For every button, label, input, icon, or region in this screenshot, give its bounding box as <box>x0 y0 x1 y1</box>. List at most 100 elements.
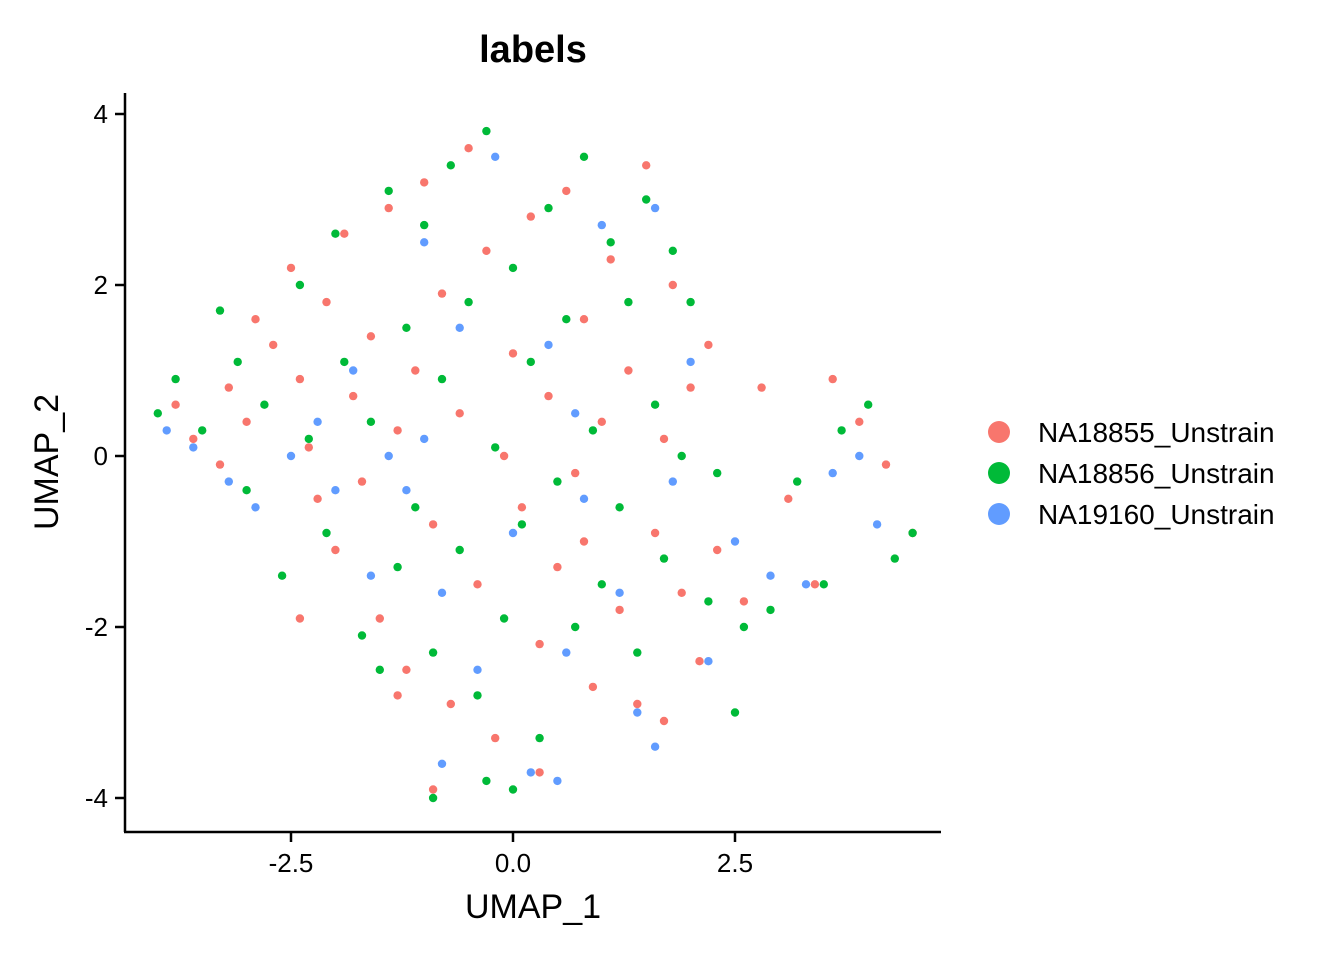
point-series-2 <box>908 528 917 538</box>
point-series-2 <box>446 161 455 170</box>
x-ticks: -2.5 0.0 2.5 <box>269 832 753 878</box>
point-series-2 <box>864 400 873 409</box>
point-series-3 <box>704 657 713 666</box>
point-series-3 <box>384 451 393 461</box>
point-series-1 <box>855 417 864 426</box>
point-series-1 <box>508 349 518 358</box>
point-series-2 <box>562 315 571 324</box>
point-series-1 <box>340 229 349 238</box>
point-series-2 <box>713 468 722 478</box>
x-axis-label: UMAP_1 <box>465 888 601 926</box>
point-series-1 <box>659 434 669 444</box>
point-series-3 <box>686 357 695 367</box>
point-series-1 <box>269 340 278 350</box>
point-series-3 <box>766 571 775 580</box>
point-series-3 <box>872 520 882 529</box>
point-series-2 <box>242 486 251 495</box>
point-series-3 <box>526 768 535 777</box>
legend-label: NA18856_Unstrain <box>1038 458 1275 489</box>
point-series-1 <box>535 768 544 777</box>
point-series-1 <box>606 255 615 264</box>
point-series-2 <box>704 597 713 606</box>
point-series-1 <box>704 340 713 350</box>
point-series-1 <box>411 366 420 375</box>
point-series-1 <box>224 383 233 392</box>
y-tick-label: 2 <box>94 270 108 300</box>
point-series-2 <box>402 323 411 332</box>
point-series-1 <box>579 537 589 546</box>
legend-label: NA19160_Unstrain <box>1038 499 1275 530</box>
y-tick-label: 0 <box>94 441 108 471</box>
point-series-1 <box>171 400 180 409</box>
point-series-1 <box>357 477 367 486</box>
point-series-2 <box>642 195 651 204</box>
point-series-1 <box>713 545 722 555</box>
point-series-3 <box>597 220 606 230</box>
point-series-1 <box>526 212 535 221</box>
point-series-3 <box>553 776 562 786</box>
point-series-3 <box>562 648 571 657</box>
y-tick-label: 4 <box>94 99 108 129</box>
point-series-2 <box>606 238 615 247</box>
point-series-1 <box>428 785 438 794</box>
point-series-1 <box>739 597 749 606</box>
point-series-2 <box>437 374 447 384</box>
point-series-2 <box>384 186 393 196</box>
x-tick-label: -2.5 <box>269 848 314 878</box>
point-series-2 <box>260 400 269 409</box>
point-series-2 <box>766 605 775 615</box>
point-series-1 <box>402 665 411 674</box>
point-series-3 <box>579 494 589 503</box>
point-series-1 <box>215 460 225 469</box>
point-series-2 <box>517 520 527 529</box>
point-series-2 <box>508 263 518 273</box>
point-series-3 <box>420 238 429 247</box>
point-series-1 <box>757 383 766 392</box>
point-series-1 <box>189 434 198 444</box>
point-series-1 <box>464 144 473 153</box>
point-series-1 <box>446 699 455 709</box>
y-ticks: 4 2 0 -2 -4 <box>85 99 125 813</box>
point-series-1 <box>499 451 509 461</box>
point-series-3 <box>189 443 198 452</box>
point-series-2 <box>375 665 384 674</box>
point-series-3 <box>224 477 233 486</box>
point-series-3 <box>366 571 376 580</box>
point-series-1 <box>535 639 544 649</box>
point-series-2 <box>233 357 242 367</box>
point-series-3 <box>473 665 482 674</box>
point-series-1 <box>286 263 296 273</box>
y-axis-label: UMAP_2 <box>28 394 66 530</box>
legend-label: NA18855_Unstrain <box>1038 417 1275 448</box>
point-series-1 <box>420 178 429 187</box>
point-series-2 <box>535 733 544 743</box>
point-series-3 <box>571 409 580 418</box>
point-series-2 <box>420 220 429 230</box>
point-series-2 <box>730 708 740 717</box>
point-series-2 <box>366 417 376 426</box>
point-series-2 <box>428 648 438 657</box>
point-series-2 <box>482 776 491 786</box>
point-series-1 <box>304 443 313 452</box>
point-series-2 <box>526 357 535 367</box>
point-series-1 <box>668 280 677 290</box>
point-series-1 <box>251 315 260 324</box>
point-series-2 <box>215 306 225 315</box>
point-series-3 <box>544 340 553 350</box>
point-series-2 <box>428 793 438 803</box>
point-series-2 <box>793 477 802 486</box>
point-series-1 <box>633 699 642 709</box>
point-series-3 <box>331 486 340 495</box>
point-series-2 <box>588 426 598 435</box>
point-series-3 <box>349 366 358 375</box>
point-series-1 <box>659 716 669 726</box>
point-series-2 <box>890 554 899 563</box>
point-series-3 <box>508 528 518 538</box>
point-series-2 <box>153 409 162 418</box>
point-series-1 <box>810 580 820 589</box>
point-series-2 <box>508 785 518 794</box>
x-tick-label: 2.5 <box>717 848 753 878</box>
y-tick-label: -2 <box>85 612 108 642</box>
